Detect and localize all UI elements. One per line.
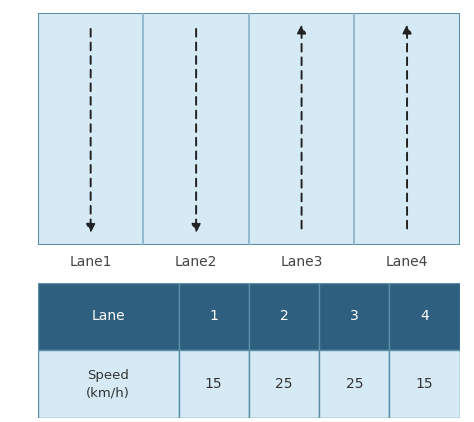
Text: 1: 1 (209, 309, 218, 324)
Text: 3: 3 (350, 309, 359, 324)
Text: Lane3: Lane3 (281, 254, 323, 269)
Bar (249, 283, 319, 350)
Bar (179, 350, 249, 418)
Text: 25: 25 (346, 377, 363, 391)
Text: Lane4: Lane4 (386, 254, 428, 269)
Bar (390, 350, 460, 418)
Bar (179, 283, 249, 350)
Bar (249, 350, 319, 418)
Text: 2: 2 (280, 309, 288, 324)
Text: 4: 4 (420, 309, 429, 324)
Text: 25: 25 (275, 377, 293, 391)
Text: Lane2: Lane2 (175, 254, 217, 269)
Text: Speed
(km/h): Speed (km/h) (86, 369, 130, 399)
Text: 15: 15 (205, 377, 222, 391)
Bar (390, 283, 460, 350)
Bar (319, 350, 390, 418)
Text: 15: 15 (416, 377, 433, 391)
Bar (38, 283, 179, 350)
Text: Lane1: Lane1 (69, 254, 112, 269)
Bar (319, 283, 390, 350)
Bar (38, 350, 179, 418)
Text: Lane: Lane (91, 309, 125, 324)
